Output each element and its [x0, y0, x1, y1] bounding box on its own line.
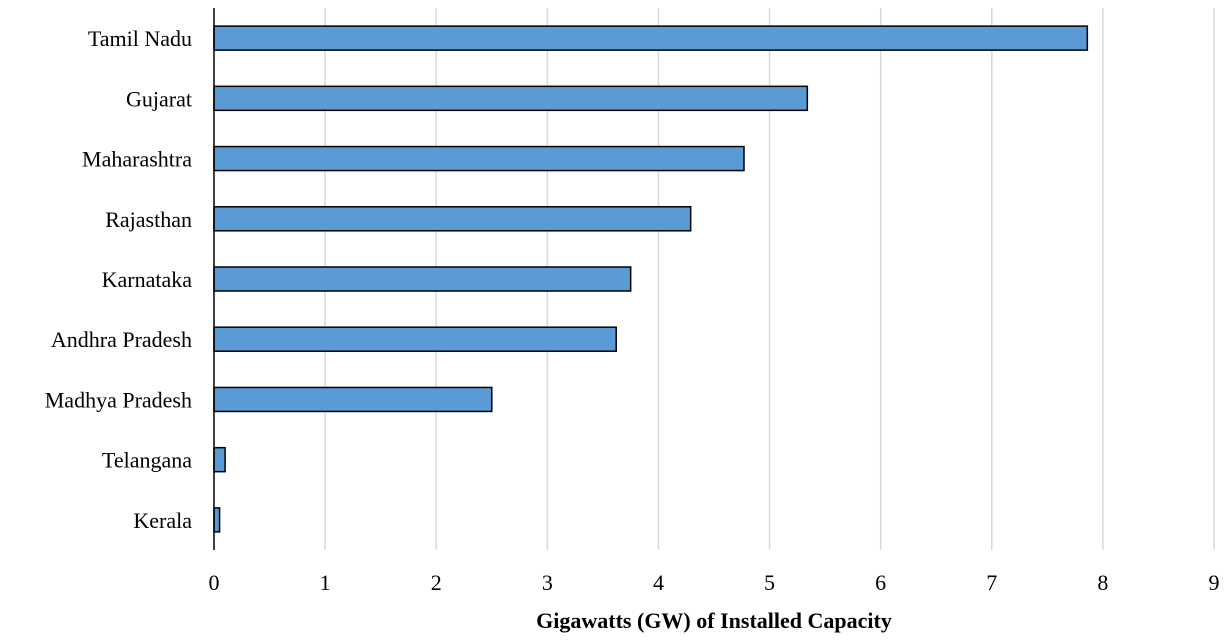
x-tick-label: 9 [1209, 570, 1220, 595]
bar-maharashtra [213, 145, 745, 172]
x-tick-label: 8 [1097, 570, 1108, 595]
category-label: Telangana [102, 448, 192, 473]
bar-rajasthan [213, 206, 692, 232]
category-label: Kerala [133, 508, 192, 533]
bars [213, 25, 1089, 533]
x-tick-label: 2 [431, 570, 442, 595]
x-tick-label: 5 [764, 570, 775, 595]
x-tick-label: 1 [320, 570, 331, 595]
category-labels: Tamil Nadu Gujarat Maharashtra Rajasthan Kar… [45, 26, 192, 533]
x-tick-label: 4 [653, 570, 664, 595]
category-label: Rajasthan [105, 207, 192, 232]
bar-kerala [213, 507, 221, 533]
x-tick-label: 6 [875, 570, 886, 595]
x-tick-label: 3 [542, 570, 553, 595]
bar-karnataka [213, 266, 632, 292]
bar-tamil-nadu [213, 25, 1089, 51]
bar-andhra-pradesh [213, 326, 617, 352]
bar-gujarat [213, 85, 809, 112]
x-tick-labels: 0 1 2 3 4 5 6 7 8 9 [209, 570, 1220, 595]
category-label: Madhya Pradesh [45, 387, 192, 412]
x-axis-title: Gigawatts (GW) of Installed Capacity [536, 608, 892, 633]
bar-telangana [213, 446, 226, 473]
category-label: Karnataka [102, 267, 193, 292]
category-label: Tamil Nadu [88, 26, 192, 51]
category-label: Gujarat [126, 86, 192, 111]
bar-madhya-pradesh [213, 386, 493, 413]
category-label: Maharashtra [82, 147, 192, 172]
x-tick-label: 0 [209, 570, 220, 595]
category-label: Andhra Pradesh [51, 327, 192, 352]
x-tick-label: 7 [986, 570, 997, 595]
